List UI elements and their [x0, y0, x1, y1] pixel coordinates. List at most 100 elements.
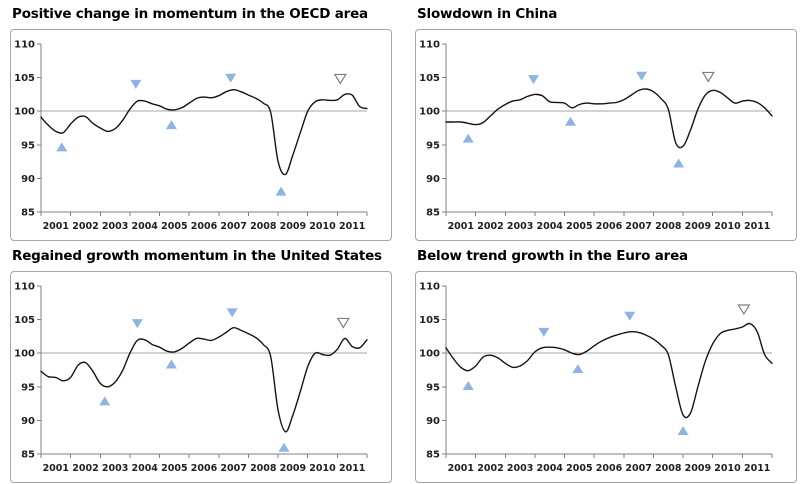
- provisional-peak-marker-outline-triangle-icon: [701, 71, 715, 83]
- y-tick-label: 95: [21, 140, 35, 151]
- peak-marker-down-triangle-icon: [538, 327, 550, 337]
- y-tick-label: 85: [426, 208, 440, 219]
- y-tick-label: 110: [14, 40, 35, 51]
- y-tick-label: 95: [426, 140, 440, 151]
- x-tick-label: 2009: [685, 221, 711, 232]
- chart-frame-china: 85 90 95 100 105 110 2001 2002 2003 2004 2005 2006 2…: [415, 29, 797, 241]
- x-tick-label: 2005: [161, 463, 187, 474]
- y-tick-label: 90: [426, 416, 440, 427]
- peak-marker-down-triangle-icon: [131, 319, 143, 329]
- trough-marker-up-triangle-icon: [564, 116, 576, 126]
- trough-marker-up-triangle-icon: [462, 380, 474, 390]
- x-tick-label: 2006: [596, 463, 623, 474]
- x-tick-label: 2004: [536, 221, 563, 232]
- y-tick-label: 110: [419, 282, 440, 293]
- y-tick-label: 90: [21, 174, 35, 185]
- x-tick-label: 2003: [102, 221, 128, 232]
- x-tick-label: 2004: [131, 221, 158, 232]
- chart-frame-euro-area: 85 90 95 100 105 110 2001 2002 2003 2004 2005 2006 2…: [415, 271, 797, 483]
- series-line: [445, 88, 773, 149]
- chart-panel-united-states: Regained growth momentum in the United S…: [10, 242, 405, 484]
- y-tick-label: 85: [426, 450, 440, 461]
- chart-panel-oecd-area: Positive change in momentum in the OECD …: [10, 0, 405, 242]
- peak-marker-down-triangle-icon: [130, 79, 142, 89]
- x-tick-label: 2006: [191, 221, 218, 232]
- x-tick-label: 2009: [685, 463, 711, 474]
- trough-marker-up-triangle-icon: [673, 158, 685, 168]
- chart-frame-oecd-area: 85 90 95 100 105 110 2001 2002 2003 2004 2005 2006 2…: [10, 29, 392, 241]
- peak-marker-down-triangle-icon: [527, 75, 539, 85]
- provisional-peak-marker-outline-triangle-icon: [737, 304, 751, 316]
- x-tick-label: 2003: [507, 463, 533, 474]
- x-tick-label: 2001: [43, 463, 69, 474]
- trough-marker-up-triangle-icon: [572, 364, 584, 374]
- chart-title-china: Slowdown in China: [417, 6, 558, 22]
- x-tick-label: 2004: [131, 463, 158, 474]
- x-tick-label: 2010: [309, 221, 336, 232]
- y-tick-label: 85: [21, 450, 35, 461]
- x-tick-label: 2007: [220, 463, 246, 474]
- x-tick-label: 2007: [625, 221, 651, 232]
- y-tick-label: 110: [419, 40, 440, 51]
- x-tick-label: 2011: [744, 221, 770, 232]
- trough-marker-up-triangle-icon: [677, 425, 689, 435]
- x-tick-label: 2005: [161, 221, 187, 232]
- y-tick-label: 105: [419, 73, 440, 84]
- x-tick-label: 2008: [655, 221, 682, 232]
- y-tick-label: 110: [14, 282, 35, 293]
- provisional-peak-marker-outline-triangle-icon: [333, 73, 347, 85]
- x-tick-label: 2005: [566, 463, 592, 474]
- chart-frame-united-states: 85 90 95 100 105 110 2001 2002 2003 2004 2005 2006 2…: [10, 271, 392, 483]
- y-tick-label: 105: [419, 315, 440, 326]
- x-tick-label: 2010: [714, 221, 741, 232]
- x-tick-label: 2007: [220, 221, 246, 232]
- x-tick-label: 2010: [714, 463, 741, 474]
- series-line: [40, 89, 368, 176]
- trough-marker-up-triangle-icon: [165, 120, 177, 130]
- x-tick-label: 2004: [536, 463, 563, 474]
- y-tick-label: 100: [419, 349, 440, 360]
- series-line: [445, 322, 773, 419]
- peak-marker-down-triangle-icon: [624, 311, 636, 321]
- x-tick-label: 2011: [339, 463, 365, 474]
- trough-marker-up-triangle-icon: [462, 133, 474, 143]
- y-tick-label: 85: [21, 208, 35, 219]
- series-line: [40, 326, 368, 433]
- x-tick-label: 2009: [280, 221, 306, 232]
- peak-marker-down-triangle-icon: [226, 308, 238, 318]
- trough-marker-up-triangle-icon: [56, 142, 68, 152]
- x-tick-label: 2010: [309, 463, 336, 474]
- x-tick-label: 2007: [625, 463, 651, 474]
- x-tick-label: 2002: [72, 463, 98, 474]
- x-tick-label: 2002: [477, 221, 503, 232]
- x-tick-label: 2008: [655, 463, 682, 474]
- trough-marker-up-triangle-icon: [165, 359, 177, 369]
- x-tick-label: 2008: [250, 463, 277, 474]
- x-tick-label: 2011: [339, 221, 365, 232]
- peak-marker-down-triangle-icon: [225, 73, 237, 83]
- chart-panel-china: Slowdown in China 85 90 95 100 105 110 2001 200…: [415, 0, 797, 242]
- y-tick-label: 105: [14, 315, 35, 326]
- y-tick-label: 100: [14, 349, 35, 360]
- chart-title-oecd-area: Positive change in momentum in the OECD …: [12, 6, 368, 22]
- x-tick-label: 2003: [102, 463, 128, 474]
- x-tick-label: 2001: [448, 221, 474, 232]
- x-tick-label: 2001: [448, 463, 474, 474]
- y-tick-label: 95: [426, 382, 440, 393]
- x-tick-label: 2001: [43, 221, 69, 232]
- x-tick-label: 2006: [596, 221, 623, 232]
- x-tick-label: 2002: [72, 221, 98, 232]
- x-tick-label: 2006: [191, 463, 218, 474]
- chart-panel-euro-area: Below trend growth in the Euro area 85 90…: [415, 242, 797, 484]
- y-tick-label: 100: [14, 107, 35, 118]
- trough-marker-up-triangle-icon: [275, 186, 287, 196]
- x-tick-label: 2003: [507, 221, 533, 232]
- x-tick-label: 2005: [566, 221, 592, 232]
- y-tick-label: 95: [21, 382, 35, 393]
- provisional-peak-marker-outline-triangle-icon: [336, 317, 350, 329]
